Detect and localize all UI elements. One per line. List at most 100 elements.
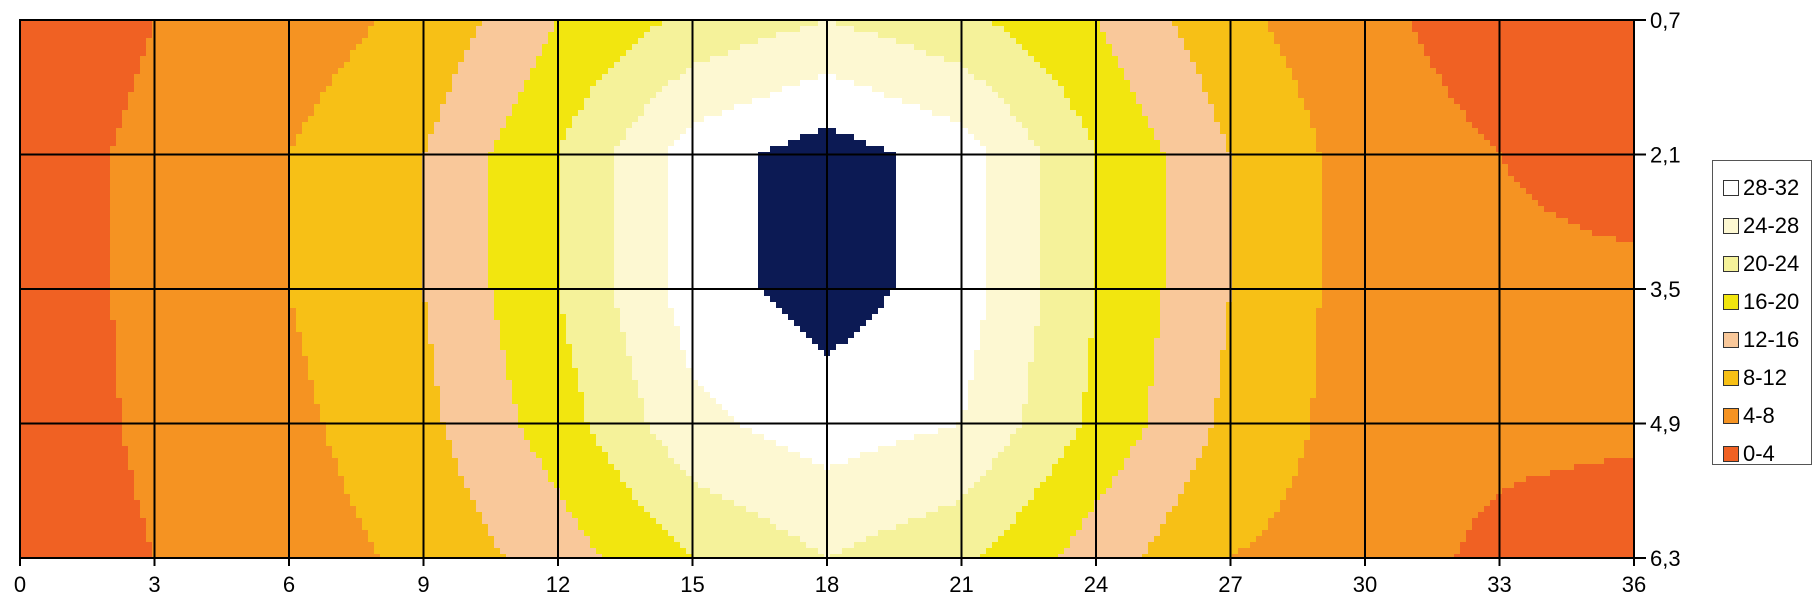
contour-cell	[860, 110, 867, 117]
contour-cell	[182, 38, 189, 45]
contour-cell	[1136, 62, 1143, 69]
contour-cell	[1418, 86, 1425, 93]
contour-cell	[164, 86, 171, 93]
contour-cell	[140, 110, 147, 117]
contour-cell	[620, 92, 627, 99]
contour-cell	[428, 80, 435, 87]
contour-cell	[1358, 104, 1365, 111]
contour-cell	[524, 104, 531, 111]
contour-cell	[1424, 110, 1431, 117]
contour-cell	[626, 104, 633, 111]
contour-cell	[1562, 68, 1569, 75]
contour-cell	[836, 44, 843, 51]
contour-cell	[1082, 32, 1089, 39]
contour-cell	[1034, 68, 1041, 75]
contour-cell	[26, 68, 33, 75]
contour-cell	[32, 38, 39, 45]
contour-cell	[1436, 62, 1443, 69]
contour-cell	[992, 26, 999, 33]
contour-cell	[68, 86, 75, 93]
contour-cell	[1016, 44, 1023, 51]
contour-cell	[668, 116, 675, 123]
contour-cell	[320, 116, 327, 123]
contour-cell	[1346, 80, 1353, 87]
contour-cell	[668, 110, 675, 117]
contour-cell	[1502, 50, 1509, 57]
contour-cell	[50, 104, 57, 111]
contour-cell	[584, 80, 591, 87]
contour-cell	[428, 56, 435, 63]
contour-cell	[1310, 116, 1317, 123]
contour-cell	[1256, 110, 1263, 117]
contour-cell	[122, 116, 129, 123]
contour-cell	[296, 38, 303, 45]
contour-cell	[98, 92, 105, 99]
contour-cell	[644, 32, 651, 39]
contour-cell	[242, 44, 249, 51]
contour-cell	[80, 104, 87, 111]
contour-cell	[848, 56, 855, 63]
contour-cell	[224, 104, 231, 111]
contour-cell	[1568, 86, 1575, 93]
contour-cell	[854, 122, 861, 129]
contour-cell	[1622, 92, 1629, 99]
contour-cell	[728, 56, 735, 63]
contour-cell	[1574, 74, 1581, 81]
contour-cell	[1400, 32, 1407, 39]
contour-cell	[302, 122, 309, 129]
contour-cell	[758, 86, 765, 93]
contour-cell	[560, 50, 567, 57]
contour-cell	[314, 32, 321, 39]
contour-cell	[386, 128, 393, 135]
contour-cell	[1094, 116, 1101, 123]
contour-cell	[26, 32, 33, 39]
contour-cell	[1388, 122, 1395, 129]
contour-cell	[398, 56, 405, 63]
contour-cell	[326, 110, 333, 117]
contour-cell	[116, 68, 123, 75]
contour-cell	[200, 50, 207, 57]
contour-cell	[512, 116, 519, 123]
contour-cell	[254, 110, 261, 117]
contour-cell	[890, 68, 897, 75]
contour-cell	[386, 44, 393, 51]
contour-cell	[200, 86, 207, 93]
contour-cell	[806, 62, 813, 69]
contour-cell	[1004, 44, 1011, 51]
contour-cell	[1022, 50, 1029, 57]
contour-cell	[1574, 80, 1581, 87]
contour-cell	[278, 110, 285, 117]
contour-cell	[998, 32, 1005, 39]
contour-cell	[260, 44, 267, 51]
contour-cell	[1358, 92, 1365, 99]
contour-cell	[1382, 50, 1389, 57]
contour-cell	[974, 44, 981, 51]
contour-cell	[812, 128, 819, 135]
contour-cell	[146, 62, 153, 69]
contour-cell	[344, 128, 351, 135]
contour-cell	[842, 44, 849, 51]
contour-cell	[446, 128, 453, 135]
contour-cell	[662, 68, 669, 75]
contour-cell	[428, 32, 435, 39]
contour-cell	[1358, 68, 1365, 75]
contour-cell	[440, 122, 447, 129]
contour-cell	[368, 104, 375, 111]
contour-cell	[98, 26, 105, 33]
contour-cell	[236, 56, 243, 63]
contour-cell	[896, 68, 903, 75]
contour-cell	[500, 68, 507, 75]
contour-cell	[1052, 110, 1059, 117]
contour-cell	[464, 38, 471, 45]
contour-cell	[302, 110, 309, 117]
contour-cell	[428, 116, 435, 123]
contour-cell	[128, 128, 135, 135]
contour-cell	[446, 38, 453, 45]
contour-cell	[224, 80, 231, 87]
contour-cell	[1400, 26, 1407, 33]
contour-cell	[512, 56, 519, 63]
contour-cell	[1532, 32, 1539, 39]
contour-cell	[944, 26, 951, 33]
contour-cell	[830, 110, 837, 117]
contour-cell	[1256, 86, 1263, 93]
